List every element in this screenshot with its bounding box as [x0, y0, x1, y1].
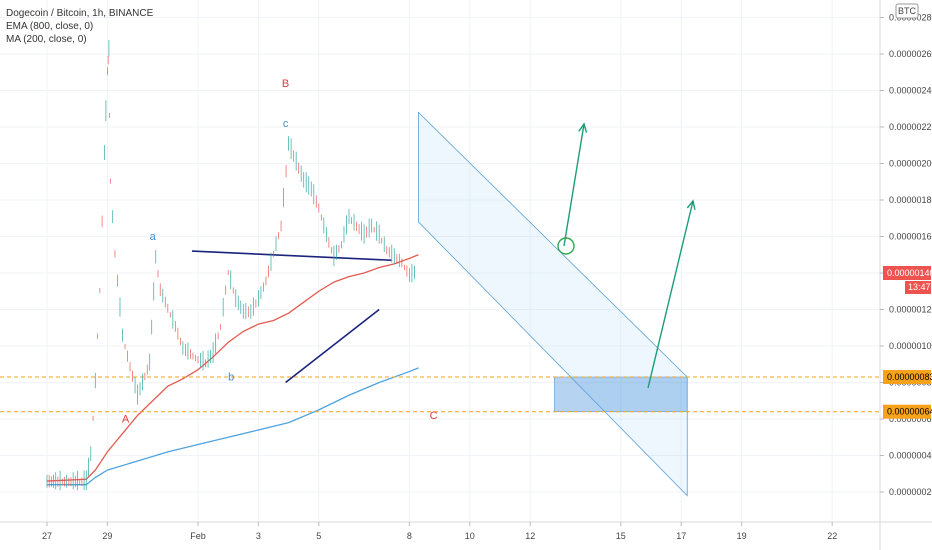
x-tick-label: 19: [737, 531, 747, 541]
x-tick-label: Feb: [190, 531, 206, 541]
chart-grid: [0, 0, 880, 522]
legend-ma: MA (200, close, 0): [6, 34, 87, 45]
wave-label: A: [122, 414, 130, 426]
wave-label: c: [283, 118, 289, 130]
y-tick-label: 0.00000260: [889, 49, 932, 59]
level-tag-upper-label: 0.00000083: [887, 372, 932, 382]
level-tag-lower: [883, 404, 931, 419]
x-tick-label: 3: [256, 531, 261, 541]
current-price-tag-label: 0.00000140: [887, 268, 932, 278]
level-tag-upper: [883, 370, 931, 385]
countdown-tag: [905, 281, 931, 294]
current-price-tag: [883, 266, 931, 280]
wave-labels-layer: Aa b Bc C: [122, 78, 438, 426]
y-tick-label: 0.00000060: [889, 414, 932, 424]
chart-legend: Dogecoin / Bitcoin, 1h, BINANCE EMA (800…: [6, 7, 153, 46]
legend-ema: EMA (800, close, 0): [6, 21, 94, 32]
x-tick-label: 8: [407, 531, 412, 541]
ma-200-line: [47, 367, 419, 486]
currency-badge-label: BTC: [898, 6, 917, 16]
drawings-layer: [0, 111, 880, 497]
currency-badge: [895, 3, 919, 19]
level-tag-lower-label: 0.00000064: [887, 407, 932, 417]
projection-arrow-2: [647, 200, 694, 389]
projection-arrow-2-head: [686, 199, 696, 210]
descending-channel: [418, 111, 688, 497]
wave-label: C: [430, 410, 438, 422]
y-tick-label: 0.00000220: [889, 122, 932, 132]
x-tick-label: 22: [827, 531, 837, 541]
lower-trend-line: [285, 308, 380, 384]
wave-label: b: [228, 372, 234, 384]
x-tick-label: 15: [616, 531, 626, 541]
x-tick-label: 27: [42, 531, 52, 541]
projection-arrow-1: [563, 123, 585, 247]
ema-800-line: [46, 254, 419, 482]
x-tick-label: 29: [102, 531, 112, 541]
y-tick-label: 0.00000100: [889, 341, 932, 351]
x-tick-label: 10: [465, 531, 475, 541]
x-tick-label: 12: [525, 531, 535, 541]
y-tick-label: 0.00000200: [889, 159, 932, 169]
ema-800-layer: [46, 254, 419, 482]
x-tick-label: 17: [676, 531, 686, 541]
breakout-circle: [557, 237, 575, 255]
y-tick-label: 0.00000180: [889, 195, 932, 205]
y-tick-label: 0.00000120: [889, 305, 932, 315]
y-tick-label: 0.00000240: [889, 86, 932, 96]
upper-trend-line: [191, 250, 392, 262]
legend-title: Dogecoin / Bitcoin, 1h, BINANCE: [6, 8, 154, 19]
ma-200-layer: [47, 367, 419, 486]
wave-label: a: [150, 231, 157, 243]
wave-label: B: [282, 78, 289, 90]
projection-arrow-1-head: [578, 122, 588, 133]
y-tick-label: 0.00000160: [889, 232, 932, 242]
target-zone-box: [554, 376, 688, 412]
x-tick-label: 5: [316, 531, 321, 541]
countdown-tag-label: 13:47: [908, 282, 931, 292]
y-tick-label: 0.00000020: [889, 487, 932, 497]
price-candles-layer: [46, 39, 415, 491]
y-tick-label: 0.00000040: [889, 451, 932, 461]
